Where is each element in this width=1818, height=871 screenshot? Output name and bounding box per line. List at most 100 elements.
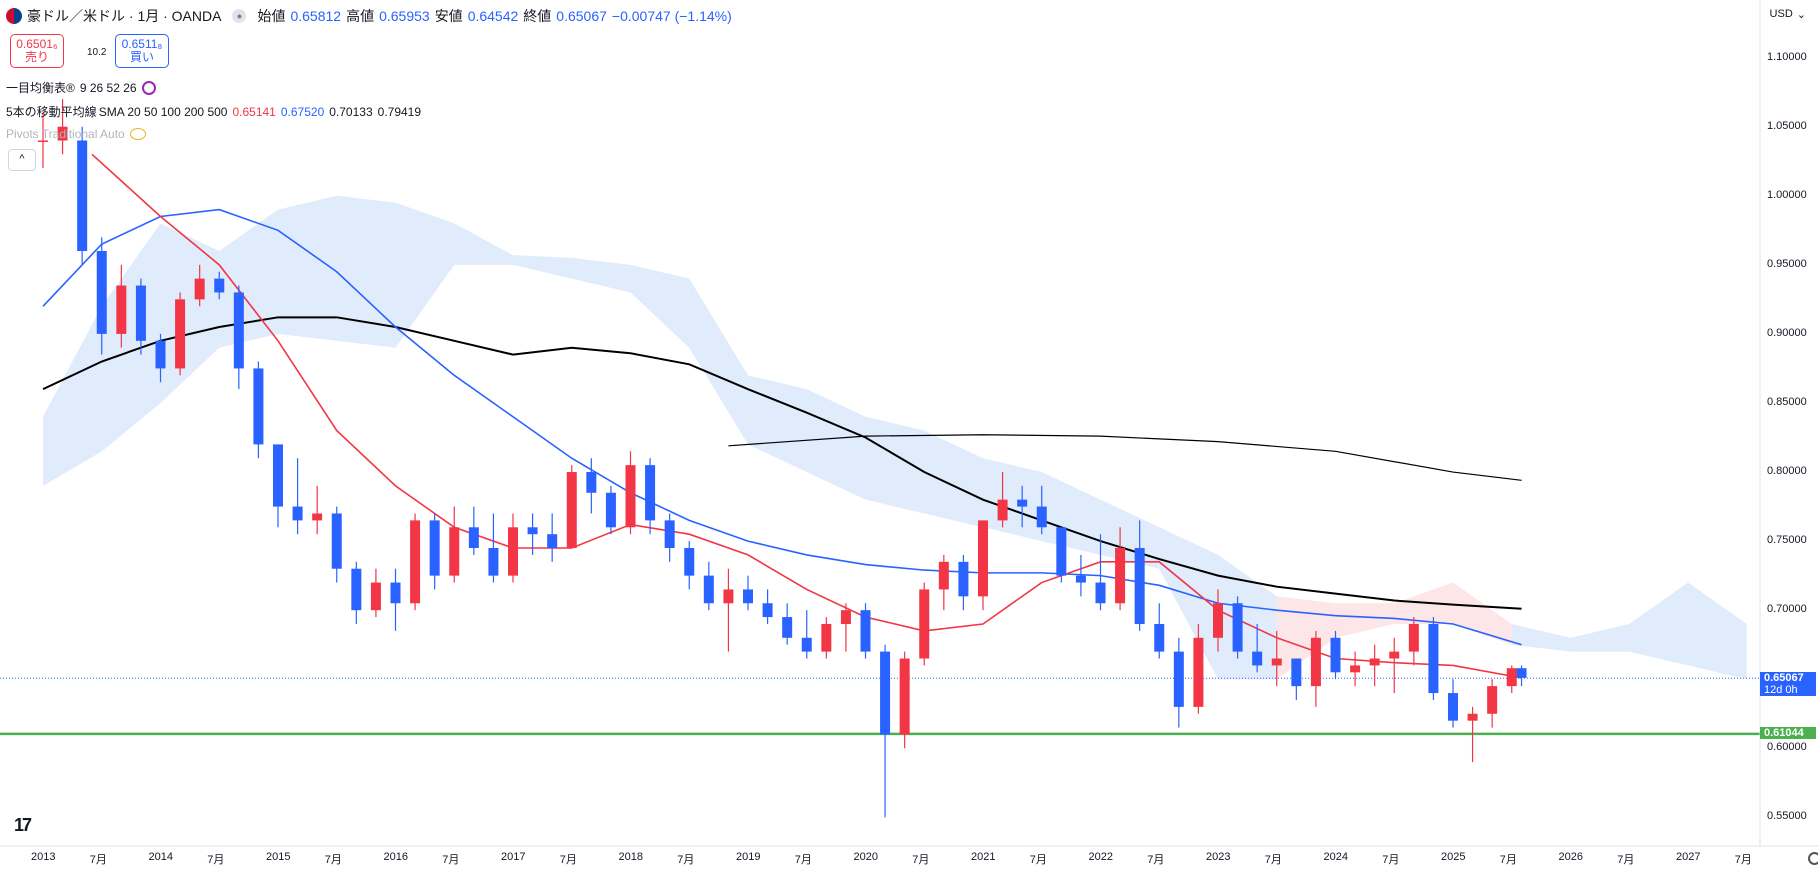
candle: [390, 568, 401, 631]
indicator-sma[interactable]: 5本の移動平均線 SMA 20 50 100 200 500 0.65141 0…: [6, 103, 421, 120]
candle: [38, 112, 48, 169]
flag-icon: [6, 8, 22, 24]
candle-body: [1271, 658, 1282, 666]
candle: [57, 99, 68, 155]
indicator-ichimoku[interactable]: 一目均衡表® 9 26 52 26: [6, 79, 156, 96]
time-tick-label: 2014: [148, 851, 173, 863]
price-tick-label: 0.75000: [1767, 534, 1807, 547]
candle-body: [77, 140, 88, 252]
cloud-segment: [454, 223, 513, 265]
time-tick-label: 2013: [31, 851, 56, 863]
candle-body: [1487, 686, 1498, 714]
time-tick-label: 2016: [383, 851, 408, 863]
time-tick-label: 7月: [1029, 854, 1047, 866]
candle-body: [214, 278, 225, 293]
candle-body: [410, 520, 421, 604]
collapse-legend-button[interactable]: ^: [8, 149, 36, 171]
sma200-value: 0.79419: [377, 104, 422, 119]
candle-body: [429, 520, 440, 576]
candle-body: [938, 561, 949, 590]
candle: [370, 568, 381, 618]
candle: [586, 458, 597, 514]
candle-body: [605, 492, 616, 528]
close-label: 終値: [523, 8, 552, 24]
candle: [997, 472, 1008, 528]
candle: [1467, 706, 1478, 763]
chevron-down-icon: ⌄: [1796, 9, 1806, 21]
candle-body: [1173, 651, 1184, 707]
cloud-segment: [748, 375, 807, 473]
candle-body: [1330, 637, 1341, 673]
time-tick-label: 7月: [207, 854, 225, 866]
sell-price: 0.6501₆: [16, 37, 58, 51]
candle: [1252, 623, 1263, 673]
candle-body: [96, 251, 107, 334]
high-label: 高値: [346, 8, 375, 24]
time-tick-label: 2020: [853, 851, 878, 863]
candle: [782, 603, 793, 645]
candle: [116, 264, 127, 348]
ichimoku-name: 一目均衡表®: [6, 81, 75, 95]
candle: [664, 513, 675, 562]
cloud-segment: [336, 195, 396, 348]
candle-body: [292, 506, 303, 521]
candle-body: [331, 513, 342, 569]
time-tick-label: 7月: [1264, 854, 1282, 866]
candle: [762, 589, 773, 624]
close-value: 0.65067: [556, 8, 607, 24]
buy-button[interactable]: 0.6511₈ 買い: [115, 34, 169, 68]
time-tick-label: 7月: [1734, 854, 1752, 866]
candle: [351, 561, 362, 624]
candle: [1516, 665, 1527, 687]
ichimoku-params: 9 26 52 26: [79, 80, 137, 95]
time-tick-label: 7月: [1382, 854, 1400, 866]
candle-body: [1154, 623, 1165, 652]
candle: [938, 554, 949, 611]
cloud-segment: [571, 257, 631, 293]
symbol-title[interactable]: 豪ドル／米ドル · 1月 · OANDA: [27, 8, 222, 24]
candle-body: [1036, 506, 1047, 528]
more-icon[interactable]: ●: [232, 9, 247, 23]
candle: [1213, 589, 1223, 652]
candle-body: [1056, 527, 1067, 576]
candle-body: [880, 651, 891, 735]
tradingview-logo-icon[interactable]: 17: [14, 815, 32, 835]
refresh-icon[interactable]: [141, 80, 156, 95]
cloud-segment: [1276, 596, 1336, 680]
cloud-segment: [630, 264, 690, 348]
candle-body: [1428, 623, 1439, 694]
candle-body: [449, 527, 460, 576]
candle: [684, 541, 695, 590]
candle-body: [253, 368, 264, 445]
open-label: 始値: [257, 8, 286, 24]
candle-body: [625, 465, 636, 528]
cloud-segment: [278, 195, 337, 341]
currency-selector[interactable]: USD ⌄: [1770, 8, 1806, 21]
candle-body: [899, 658, 910, 735]
ichimoku-cloud: [43, 195, 1747, 680]
eye-off-icon[interactable]: [129, 128, 146, 140]
candle: [1134, 520, 1145, 631]
cloud-segment: [1511, 623, 1571, 652]
candle-body: [664, 520, 675, 549]
candle-body: [1291, 658, 1302, 687]
candle: [468, 506, 479, 555]
candle-body: [840, 610, 851, 624]
sell-button[interactable]: 0.6501₆ 売り: [10, 34, 64, 68]
cloud-segment: [1570, 623, 1630, 652]
candle: [1310, 630, 1321, 707]
gear-icon[interactable]: [1808, 852, 1818, 865]
candle: [899, 651, 910, 749]
indicator-pivots[interactable]: Pivots Traditional Auto: [6, 127, 146, 141]
candle-body: [801, 637, 812, 652]
price-tick-label: 0.80000: [1767, 465, 1807, 478]
cloud-segment: [43, 306, 102, 486]
candle-body: [1115, 548, 1126, 604]
sma100-value: 0.70133: [329, 104, 373, 119]
cloud-segment: [1218, 554, 1277, 680]
candle-body: [645, 465, 656, 521]
cloud-segment: [513, 255, 572, 279]
candle-body: [1134, 548, 1145, 624]
candle: [1173, 637, 1184, 728]
